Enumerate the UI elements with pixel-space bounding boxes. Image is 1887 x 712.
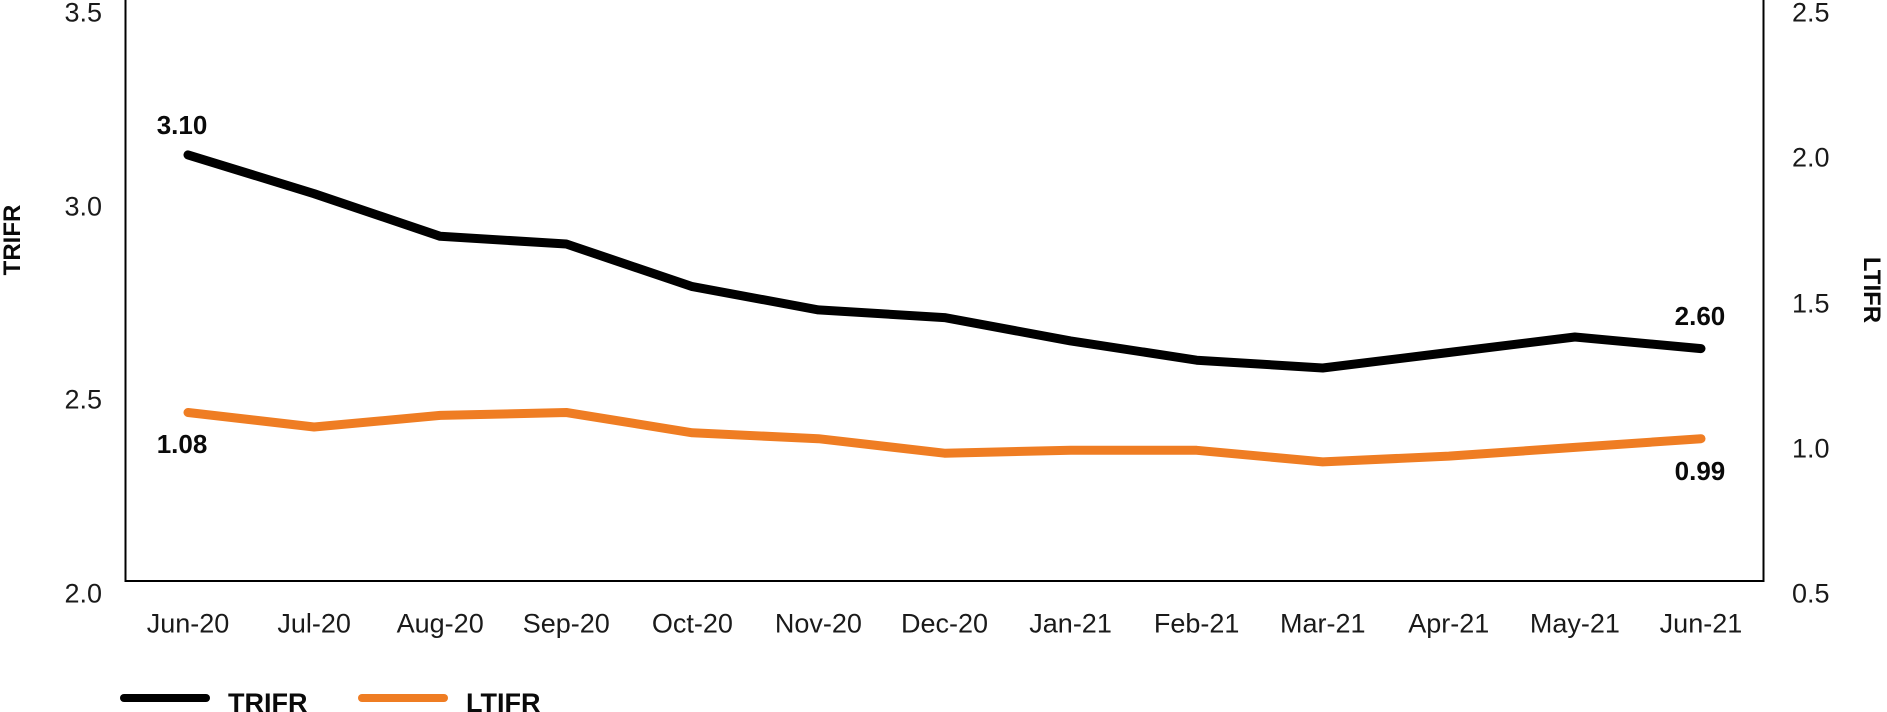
- right-axis-tick: 0.5: [1792, 578, 1830, 609]
- x-axis-label: Apr-21: [1408, 608, 1490, 639]
- x-axis-label: Jul-20: [277, 608, 351, 639]
- ltifr-end-label: 0.99: [1674, 455, 1726, 486]
- x-axis-label: Jun-21: [1659, 608, 1743, 639]
- legend: TRIFR LTIFR: [0, 688, 1887, 712]
- x-axis-label: Mar-21: [1279, 608, 1366, 639]
- left-axis-tick: 2.5: [64, 384, 102, 415]
- series-layer: [183, 150, 1706, 467]
- right-axis-tick: 2.0: [1792, 142, 1830, 173]
- ltifr-legend-swatch: [358, 694, 448, 702]
- trifr-legend-swatch: [120, 694, 210, 702]
- left-axis-tick: 3.5: [64, 0, 102, 28]
- ltifr-line: [183, 408, 1706, 467]
- x-axis-label: Oct-20: [651, 608, 733, 639]
- x-axis-label: Feb-21: [1153, 608, 1240, 639]
- x-axis-label: Sep-20: [522, 608, 610, 639]
- trifr-line: [183, 150, 1706, 373]
- left-axis-tick: 2.0: [64, 578, 102, 609]
- trifr-end-label: 2.60: [1674, 300, 1726, 331]
- ltifr-start-label: 1.08: [156, 428, 208, 459]
- right-axis-tick: 1.0: [1792, 433, 1830, 464]
- left-axis-tick: 3.0: [64, 191, 102, 222]
- legend-item-ltifr: LTIFR: [358, 688, 540, 712]
- right-axis-tick: 1.5: [1792, 288, 1830, 318]
- trifr-start-label: 3.10: [156, 109, 208, 140]
- right-axis-tick: 2.5: [1792, 0, 1830, 28]
- legend-item-trifr: TRIFR: [120, 688, 307, 712]
- x-axis-label: Dec-20: [900, 608, 989, 639]
- x-axis-label: Jun-20: [146, 608, 230, 639]
- x-axis-label: Nov-20: [774, 608, 862, 639]
- right-axis-title: LTIFR: [1858, 256, 1885, 324]
- x-axis-label: May-21: [1529, 608, 1620, 639]
- ltifr-legend-label: LTIFR: [466, 688, 541, 712]
- x-axis-label: Aug-20: [396, 608, 484, 639]
- trifr-legend-label: TRIFR: [228, 688, 308, 712]
- x-axis-label: Jan-21: [1029, 608, 1112, 639]
